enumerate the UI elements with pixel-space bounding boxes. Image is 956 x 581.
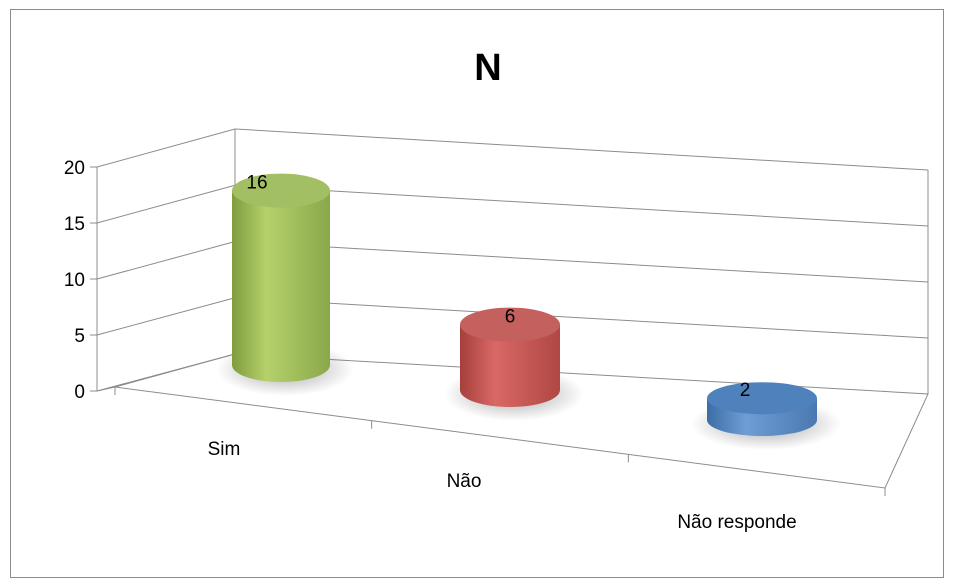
chart-frame — [10, 9, 944, 578]
gridline-back-wall — [234, 297, 929, 339]
y-axis-ticks: 0 5 10 15 20 — [64, 158, 97, 403]
data-label: 16 — [246, 173, 267, 194]
bar-sim: 16 — [216, 173, 354, 396]
gridline-left-wall — [96, 297, 236, 336]
gridline-back-wall — [234, 128, 929, 171]
data-label: 6 — [505, 307, 516, 328]
floor-corner — [96, 386, 116, 392]
x-category-label: Não — [447, 471, 482, 492]
y-tick-label: 0 — [74, 382, 85, 403]
bar-top — [460, 307, 560, 342]
gridline-left-wall — [96, 241, 236, 280]
bar-body — [460, 324, 560, 407]
gridline-back-wall — [234, 184, 929, 227]
bar-n-o: 6 — [444, 307, 584, 421]
y-tick-label: 10 — [64, 270, 85, 291]
data-label: 2 — [740, 380, 751, 401]
gridline-left-wall — [96, 128, 236, 168]
bar-body — [232, 190, 330, 382]
x-axis-categories: Sim Não Não responde — [114, 387, 886, 533]
bar-n-o-responde: 2 — [691, 380, 841, 450]
x-category-label: Sim — [208, 439, 241, 460]
gridline-left-wall — [96, 184, 236, 224]
y-tick-label: 20 — [64, 158, 85, 179]
chart-title: N — [474, 47, 501, 89]
x-category-label: Não responde — [677, 512, 796, 533]
bar-top — [232, 173, 330, 208]
y-tick-label: 5 — [74, 326, 85, 347]
y-tick-label: 15 — [64, 214, 85, 235]
bar-top — [707, 382, 817, 415]
gridline-back-wall — [234, 241, 929, 283]
